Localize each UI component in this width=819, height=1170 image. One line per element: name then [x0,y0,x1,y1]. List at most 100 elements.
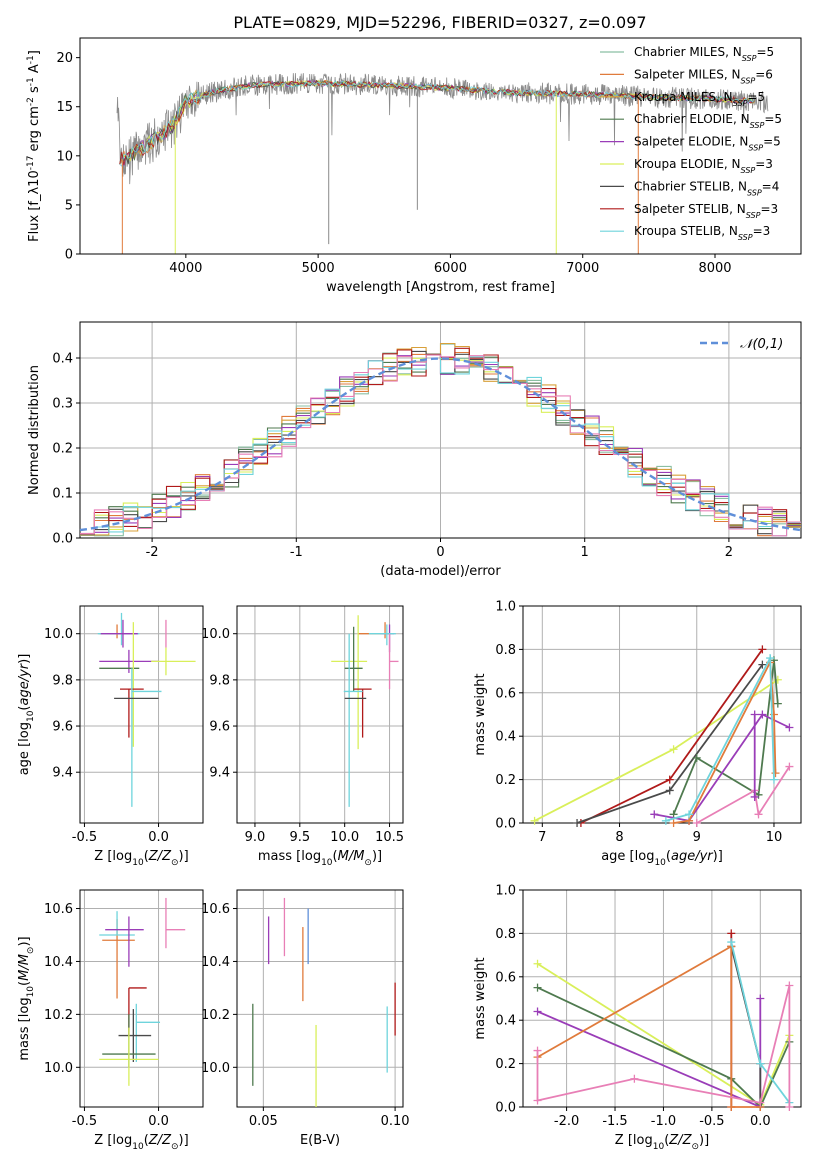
y-tick-label: 9.4 [209,766,230,781]
weight-marker [685,810,694,819]
y-tick-label: 0.2 [495,1057,516,1072]
weight-marker [533,1096,542,1105]
y-tick-label: 10.0 [201,627,230,642]
legend-entry: Kroupa ELODIE, NSSP=3 [634,157,773,175]
legend-entry: Chabrier STELIB, NSSP=4 [634,179,779,197]
x-tick-label: 2 [725,545,733,560]
x-tick-label: 4000 [169,261,202,276]
x-axis-label: E(B-V) [300,1133,340,1148]
y-tick-label: 0 [65,248,73,263]
x-axis-label: Z [log10(Z/Z⊙)] [615,1133,709,1152]
x-axis-label: Z [log10(Z/Z⊙)] [94,849,188,868]
x-tick-label: 9.0 [245,830,266,845]
weight-line [672,660,779,815]
weight-marker [769,775,778,784]
mass-weight-vs-metallicity-panel: -2.0 -1.5 -1.0 -0.5 0.0 0.0 0.2 0.4 0.6 0.8 1.0 Z [… [473,884,802,1152]
weight-marker [661,816,670,825]
y-axis-label: Normed distribution [27,365,42,495]
weight-marker [665,775,674,784]
x-tick-label: 9.5 [289,830,310,845]
x-tick-label: -0.5 [72,1114,97,1129]
weight-marker [727,1103,736,1111]
y-tick-label: 9.8 [209,673,230,688]
axes-frame [522,605,802,824]
weight-marker [750,710,759,719]
y-tick-label: 0.6 [495,686,516,701]
x-tick-label: 5000 [302,261,335,276]
histogram-kroupa_miles [80,342,801,536]
weight-line [534,679,779,822]
y-axis-label: Flux [f_λ10-17 erg cm-2 s-1 A-1] [26,50,42,242]
legend: Chabrier MILES, NSSP=5 Salpeter MILES, NS… [600,45,782,242]
x-tick-label: -1 [290,545,303,560]
model-spectrum-chabrier_stelib [119,79,756,165]
y-axis-label: age [log10(age/yr)] [17,654,36,776]
weight-marker [756,1098,765,1107]
axes-frame [79,321,802,539]
legend-entry: Salpeter MILES, NSSP=6 [634,67,773,85]
weight-marker [533,983,542,992]
y-tick-label: 0.4 [52,352,73,367]
y-tick-label: 10.4 [44,955,73,970]
weight-line [665,654,775,822]
weight-marker [758,710,767,719]
histogram-pink [80,354,801,537]
y-tick-label: 9.6 [52,720,73,735]
x-axis-label: wavelength [Angstrom, rest frame] [326,280,555,295]
weight-marker [756,1059,765,1068]
x-tick-label: 6000 [434,261,467,276]
weight-marker [758,660,767,669]
y-tick-label: 10.0 [201,1061,230,1076]
y-tick-label: 5 [65,198,73,213]
histogram-kroupa_stelib [80,354,801,537]
x-tick-label: 0 [436,545,444,560]
axes-frame [236,889,404,1108]
weight-line [537,998,762,1109]
y-tick-label: 0.3 [52,397,73,412]
weight-marker [754,810,763,819]
weight-marker [573,819,582,827]
legend-entry: Kroupa STELIB, NSSP=3 [634,224,770,242]
x-tick-label: -1.0 [651,1114,676,1129]
residuals-panel: -2 -1 0 1 2 0.0 0.1 0.2 0.3 0.4 (data-model)/error… [27,321,802,579]
model-spectrum-salpeter_elodie [119,79,755,166]
y-tick-label: 0.2 [495,773,516,788]
y-tick-label: 9.8 [52,673,73,688]
weight-marker [727,929,736,938]
weight-marker [530,816,539,825]
legend-entry: Salpeter ELODIE, NSSP=5 [634,135,781,153]
x-tick-label: 8 [615,830,623,845]
x-tick-label: 0.05 [249,1114,278,1129]
weight-marker [669,810,678,819]
x-tick-label: 7000 [566,261,599,276]
weight-marker [669,819,678,827]
weight-line [537,944,761,1108]
model-spectrum-salpeter_stelib [119,80,756,165]
legend-entry: Chabrier MILES, NSSP=5 [634,45,774,63]
x-tick-label: 0.10 [381,1114,410,1129]
axes-frame [522,889,802,1108]
weight-marker [785,723,794,732]
y-tick-label: 0.0 [495,1101,516,1116]
weight-marker [669,745,678,754]
weight-line [537,986,791,1109]
y-axis-label: mass weight [473,957,488,1039]
spectrum-panel: 4000 5000 6000 7000 8000 0 5 10 15 20 wavelength [… [26,37,802,295]
axes-frame [79,37,802,255]
x-tick-label: -1.5 [602,1114,627,1129]
age-vs-metallicity-panel: -0.5 0.0 9.4 9.6 9.8 10.0 Z [log10(Z/Z⊙)] age [… [17,605,204,868]
y-tick-label: 10 [56,149,73,164]
x-axis-label: Z [log10(Z/Z⊙)] [94,1133,188,1152]
y-tick-label: 10.2 [44,1008,73,1023]
weight-marker [785,1103,794,1111]
x-axis-label: (data-model)/error [380,564,501,579]
axes-frame [79,889,204,1108]
y-tick-label: 0.8 [495,643,516,658]
x-tick-label: -0.5 [699,1114,724,1129]
weight-marker [692,819,701,827]
y-tick-label: 0.2 [52,442,73,457]
x-tick-label: 10.5 [375,830,404,845]
y-tick-label: 0.0 [52,532,73,547]
weight-marker [766,654,775,663]
weight-line [536,985,791,1107]
